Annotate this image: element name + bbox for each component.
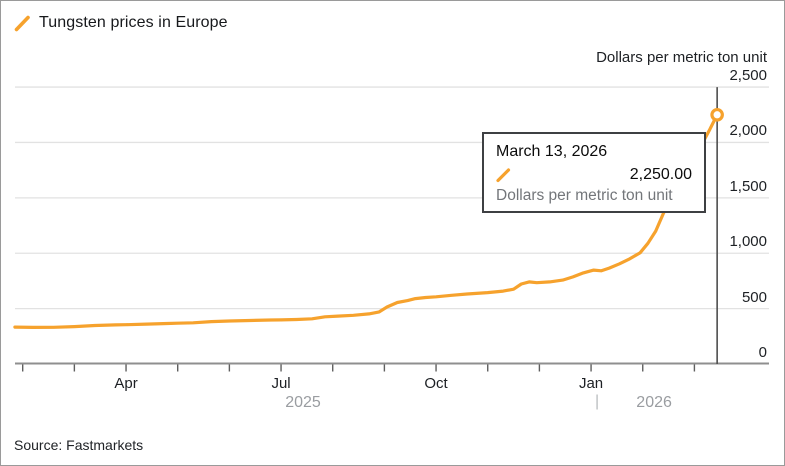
x-year-label-2026: 2026 bbox=[636, 394, 672, 411]
series-line-icon bbox=[14, 15, 30, 31]
x-year-label-2025: 2025 bbox=[285, 394, 321, 411]
chart-legend: Tungsten prices in Europe bbox=[14, 14, 228, 32]
chart-title: Tungsten prices in Europe bbox=[39, 14, 228, 31]
x-month-label-oct: Oct bbox=[424, 375, 448, 392]
x-month-label-apr: Apr bbox=[114, 375, 138, 392]
tooltip-value: 2,250.00 bbox=[629, 166, 692, 183]
tooltip-series-icon bbox=[496, 167, 511, 182]
y-tick-label-500: 500 bbox=[741, 288, 767, 306]
y-tick-label-2500: 2,500 bbox=[729, 67, 767, 85]
y-tick-label-0: 0 bbox=[758, 344, 767, 361]
y-axis-unit-label: Dollars per metric ton unit bbox=[596, 49, 767, 66]
tooltip-date: March 13, 2026 bbox=[496, 143, 608, 160]
source-label: Source: Fastmarkets bbox=[14, 437, 144, 453]
tooltip-series-label: Dollars per metric ton unit bbox=[496, 187, 673, 204]
tooltip: March 13, 2026 2,250.00 Dollars per metr… bbox=[482, 132, 706, 213]
y-tick-label-2000: 2,000 bbox=[729, 122, 767, 140]
tooltip-value-row: 2,250.00 bbox=[496, 164, 692, 186]
y-tick-label-1500: 1,500 bbox=[729, 177, 767, 195]
y-tick-label-1000: 1,000 bbox=[729, 233, 767, 251]
price-line bbox=[13, 113, 719, 329]
highlight-marker bbox=[710, 107, 724, 122]
x-month-label-jul: Jul bbox=[271, 375, 291, 392]
year-divider: | bbox=[594, 393, 600, 410]
x-month-label-jan: Jan bbox=[578, 375, 604, 392]
